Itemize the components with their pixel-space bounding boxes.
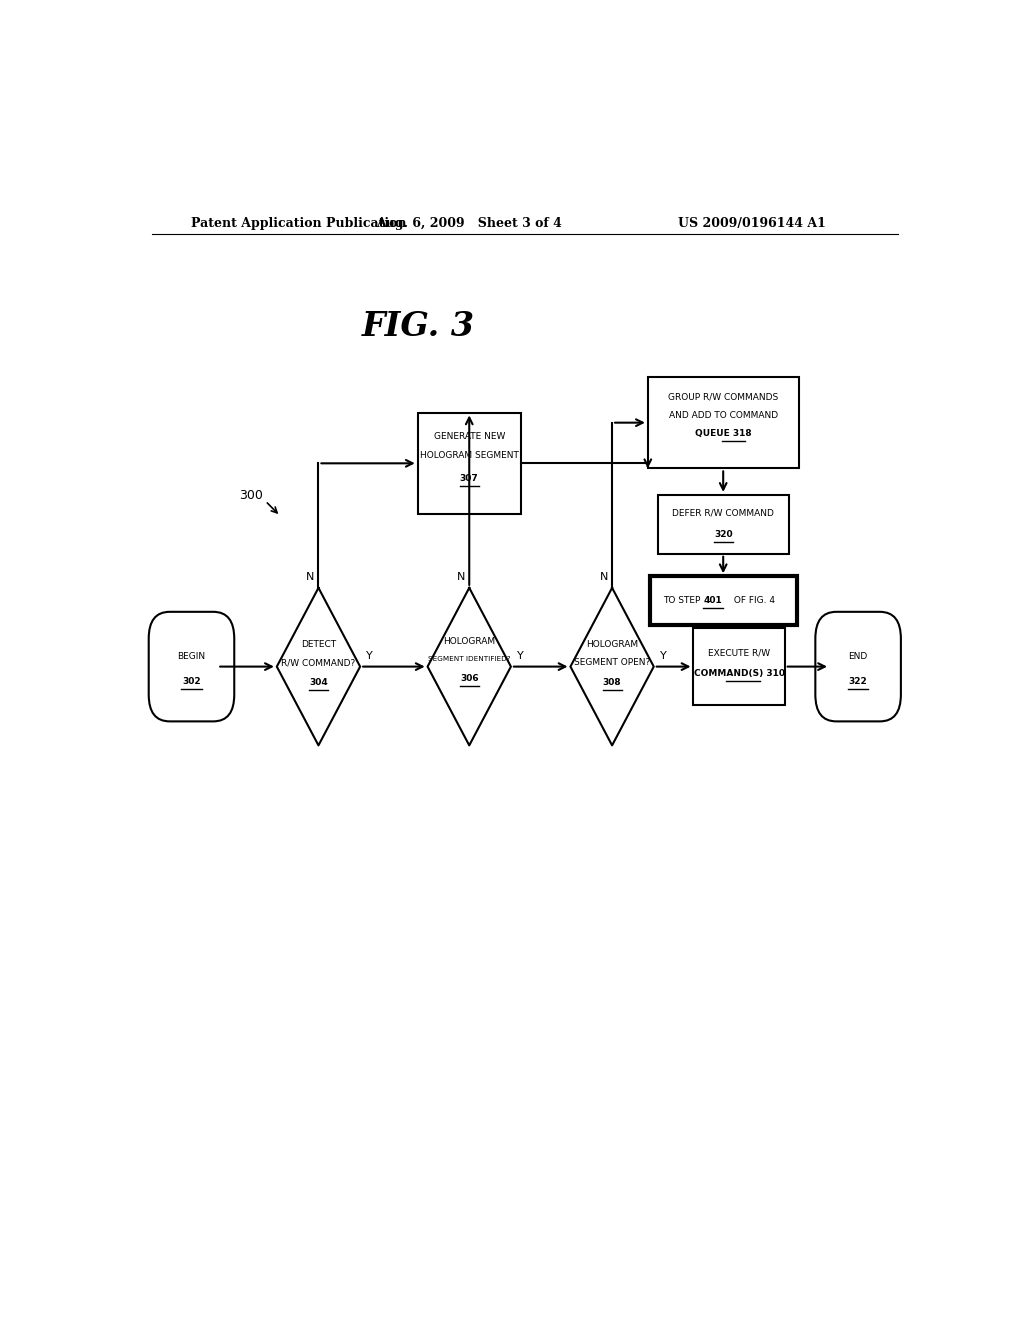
- Text: N: N: [457, 572, 466, 582]
- Text: Patent Application Publication: Patent Application Publication: [191, 216, 407, 230]
- Text: Y: Y: [660, 652, 667, 661]
- Text: N: N: [306, 572, 314, 582]
- Text: OF FIG. 4: OF FIG. 4: [731, 597, 775, 605]
- Text: DETECT: DETECT: [301, 640, 336, 648]
- Text: 300: 300: [239, 490, 263, 503]
- Text: US 2009/0196144 A1: US 2009/0196144 A1: [679, 216, 826, 230]
- Text: N: N: [600, 572, 608, 582]
- Text: 306: 306: [460, 675, 478, 684]
- Text: Aug. 6, 2009   Sheet 3 of 4: Aug. 6, 2009 Sheet 3 of 4: [376, 216, 562, 230]
- Text: 401: 401: [703, 597, 722, 605]
- Text: Y: Y: [517, 652, 524, 661]
- Text: AND ADD TO COMMAND: AND ADD TO COMMAND: [669, 411, 778, 420]
- Text: BEGIN: BEGIN: [177, 652, 206, 661]
- Bar: [657, 495, 788, 554]
- Bar: [650, 576, 797, 624]
- Text: 304: 304: [309, 678, 328, 688]
- Text: GENERATE NEW: GENERATE NEW: [433, 433, 505, 441]
- Text: 308: 308: [603, 678, 622, 688]
- Text: TO STEP: TO STEP: [664, 597, 703, 605]
- Text: 320: 320: [714, 529, 732, 539]
- Text: R/W COMMAND?: R/W COMMAND?: [282, 659, 355, 667]
- Bar: [693, 628, 784, 705]
- Text: DEFER R/W COMMAND: DEFER R/W COMMAND: [673, 508, 774, 517]
- Text: Y: Y: [367, 652, 373, 661]
- Text: 307: 307: [460, 474, 478, 483]
- Text: GROUP R/W COMMANDS: GROUP R/W COMMANDS: [668, 393, 778, 401]
- Text: END: END: [849, 652, 867, 661]
- Text: HOLOGRAM SEGMENT: HOLOGRAM SEGMENT: [420, 450, 519, 459]
- Text: QUEUE 318: QUEUE 318: [695, 429, 752, 438]
- Text: 302: 302: [182, 677, 201, 686]
- Text: EXECUTE R/W: EXECUTE R/W: [708, 649, 770, 657]
- Text: COMMAND(S) 310: COMMAND(S) 310: [693, 669, 784, 678]
- Bar: [418, 413, 521, 515]
- Text: FIG. 3: FIG. 3: [362, 310, 475, 343]
- Text: HOLOGRAM: HOLOGRAM: [443, 636, 496, 645]
- FancyBboxPatch shape: [148, 611, 234, 722]
- FancyBboxPatch shape: [815, 611, 901, 722]
- Bar: [648, 378, 799, 469]
- Text: 322: 322: [849, 677, 867, 686]
- Text: SEGMENT OPEN?: SEGMENT OPEN?: [574, 659, 650, 667]
- Text: HOLOGRAM: HOLOGRAM: [586, 640, 638, 648]
- Text: SEGMENT IDENTIFIED?: SEGMENT IDENTIFIED?: [428, 656, 511, 663]
